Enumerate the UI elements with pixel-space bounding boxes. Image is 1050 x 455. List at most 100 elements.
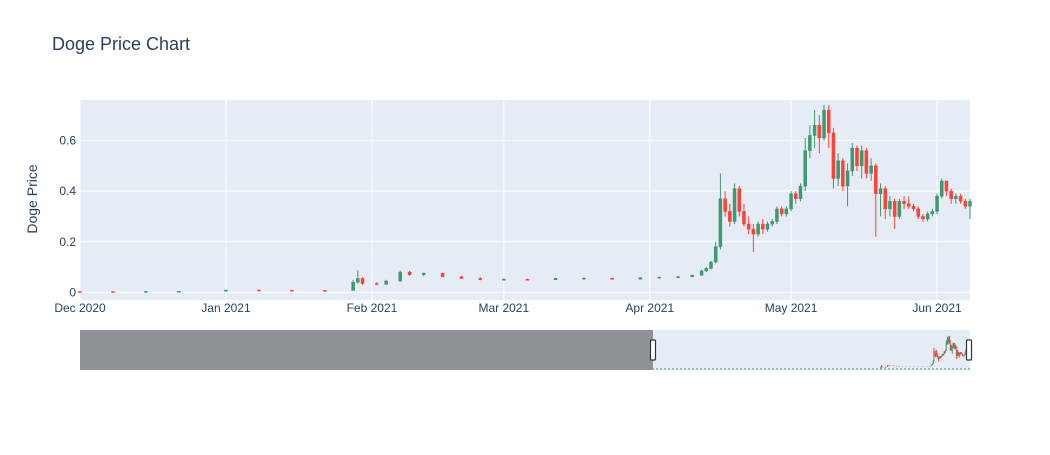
candle xyxy=(638,277,643,280)
candle-body xyxy=(360,278,365,284)
candle-body xyxy=(859,150,864,167)
y-tick-label: 0.4 xyxy=(59,184,76,198)
candle-body xyxy=(954,195,958,199)
candle-body xyxy=(949,190,953,199)
candle-body xyxy=(440,272,445,277)
candle-body xyxy=(930,211,935,215)
candle xyxy=(864,148,869,179)
candle-body xyxy=(732,188,737,222)
candle-body xyxy=(775,208,779,222)
candle xyxy=(502,278,506,281)
candle-body xyxy=(770,221,774,225)
range-slider[interactable] xyxy=(80,330,973,370)
candle xyxy=(911,203,916,212)
candle xyxy=(398,270,402,282)
candle xyxy=(798,183,803,202)
candle-body xyxy=(290,289,294,292)
candle-body xyxy=(878,188,883,194)
candle xyxy=(728,203,732,227)
candle xyxy=(761,218,765,235)
candle-body xyxy=(864,150,869,174)
candle xyxy=(610,277,614,280)
candle xyxy=(916,206,920,219)
candle xyxy=(944,180,949,197)
x-tick-label: Apr 2021 xyxy=(625,301,674,315)
candle xyxy=(407,270,412,276)
candle xyxy=(808,125,812,159)
candle xyxy=(883,186,887,219)
candle-body xyxy=(831,132,836,179)
candle-body xyxy=(808,135,812,151)
candle xyxy=(907,196,911,209)
candle-body xyxy=(723,198,727,212)
candle xyxy=(737,186,742,217)
candle-body xyxy=(935,195,939,212)
y-tick-label: 0.2 xyxy=(59,235,76,249)
candle xyxy=(779,206,784,217)
candle-body xyxy=(968,201,972,207)
candle-body xyxy=(502,278,506,281)
candle xyxy=(699,269,704,276)
candles-layer xyxy=(78,105,972,293)
candle xyxy=(812,110,817,149)
candle xyxy=(939,178,944,199)
candle xyxy=(374,282,379,285)
candle xyxy=(525,278,530,281)
candle-body xyxy=(803,150,807,187)
candle xyxy=(949,188,953,204)
range-slider-handle-left[interactable] xyxy=(649,339,657,361)
candle xyxy=(954,193,958,204)
x-tick-label: Feb 2021 xyxy=(347,301,398,315)
candle-body xyxy=(374,283,379,285)
candle-body xyxy=(351,282,355,291)
candle xyxy=(718,173,723,250)
candle-body xyxy=(713,246,718,263)
candle xyxy=(704,267,709,273)
candle xyxy=(935,193,939,214)
candle-body xyxy=(638,277,643,280)
candle-body xyxy=(737,188,742,212)
candle xyxy=(770,218,774,227)
candle xyxy=(553,277,558,280)
x-tick-label: Dec 2020 xyxy=(54,301,106,315)
candle-body xyxy=(794,193,798,199)
candle xyxy=(723,191,727,217)
candle xyxy=(582,277,586,280)
candle xyxy=(836,153,840,187)
candle-body xyxy=(676,276,680,278)
candle xyxy=(257,289,261,292)
candle xyxy=(968,198,972,219)
candle xyxy=(958,193,963,204)
candle xyxy=(930,208,935,217)
candle-body xyxy=(841,160,845,187)
x-tick-label: Jun 2021 xyxy=(912,301,962,315)
candle-body xyxy=(897,201,902,217)
candle xyxy=(921,213,925,222)
candle xyxy=(756,221,760,237)
chart-title: Doge Price Chart xyxy=(52,34,190,54)
candle xyxy=(874,163,878,237)
candle xyxy=(356,270,360,284)
range-slider-handle-right[interactable] xyxy=(965,339,973,361)
candle-body xyxy=(728,211,732,222)
candle xyxy=(794,191,798,204)
candle xyxy=(742,203,746,227)
candle xyxy=(751,224,756,252)
y-tick-label: 0 xyxy=(69,285,76,299)
candle-body xyxy=(690,274,694,277)
x-tick-label: Jan 2021 xyxy=(201,301,251,315)
candle-body xyxy=(751,228,756,235)
candle-body xyxy=(177,290,181,293)
candle xyxy=(290,289,294,292)
candle xyxy=(817,115,822,154)
candle-body xyxy=(963,201,968,207)
candle-body xyxy=(845,170,850,187)
candle-body xyxy=(323,290,327,292)
candle xyxy=(850,143,855,176)
candle-body xyxy=(756,223,760,235)
candle xyxy=(888,196,892,217)
candle xyxy=(690,274,694,278)
candle xyxy=(902,196,906,209)
candle-body xyxy=(657,276,661,279)
